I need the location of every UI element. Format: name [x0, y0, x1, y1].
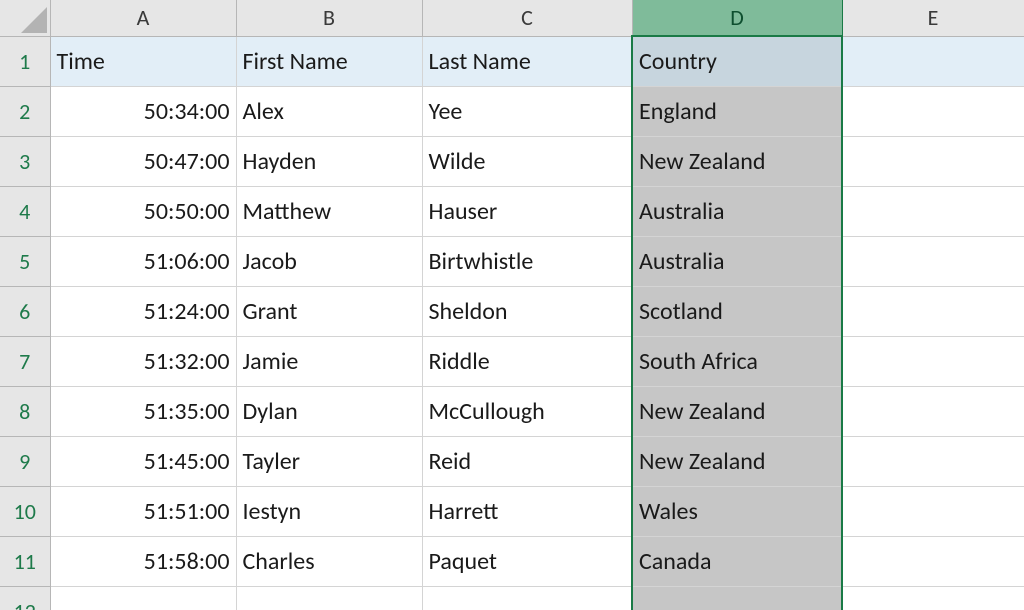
- row-header[interactable]: 12: [0, 586, 50, 610]
- cell-B8[interactable]: Dylan: [236, 386, 422, 436]
- cell-D9[interactable]: New Zealand: [632, 436, 842, 486]
- cell-B11[interactable]: Charles: [236, 536, 422, 586]
- select-all-corner[interactable]: [0, 0, 50, 36]
- cell-C11[interactable]: Paquet: [422, 536, 632, 586]
- cell-A8[interactable]: 51:35:00: [50, 386, 236, 436]
- cell-B6[interactable]: Grant: [236, 286, 422, 336]
- select-all-triangle-icon: [21, 7, 47, 33]
- row-header[interactable]: 4: [0, 186, 50, 236]
- cell-B12[interactable]: [236, 586, 422, 610]
- grid-body: 1 Time First Name Last Name Country 2 50…: [0, 36, 1024, 610]
- cell-D11[interactable]: Canada: [632, 536, 842, 586]
- cell-A7[interactable]: 51:32:00: [50, 336, 236, 386]
- cell-D4[interactable]: Australia: [632, 186, 842, 236]
- cell-E3[interactable]: [842, 136, 1024, 186]
- row-header[interactable]: 8: [0, 386, 50, 436]
- cell-A11[interactable]: 51:58:00: [50, 536, 236, 586]
- cell-E4[interactable]: [842, 186, 1024, 236]
- row-header[interactable]: 5: [0, 236, 50, 286]
- row-header[interactable]: 6: [0, 286, 50, 336]
- cell-B7[interactable]: Jamie: [236, 336, 422, 386]
- cell-C4[interactable]: Hauser: [422, 186, 632, 236]
- cell-E10[interactable]: [842, 486, 1024, 536]
- cell-C9[interactable]: Reid: [422, 436, 632, 486]
- cell-C1[interactable]: Last Name: [422, 36, 632, 86]
- cell-A5[interactable]: 51:06:00: [50, 236, 236, 286]
- cell-B1[interactable]: First Name: [236, 36, 422, 86]
- row-header[interactable]: 1: [0, 36, 50, 86]
- column-header-E[interactable]: E: [842, 0, 1024, 36]
- cell-D7[interactable]: South Africa: [632, 336, 842, 386]
- cell-A2[interactable]: 50:34:00: [50, 86, 236, 136]
- column-header-C[interactable]: C: [422, 0, 632, 36]
- cell-A4[interactable]: 50:50:00: [50, 186, 236, 236]
- cell-A9[interactable]: 51:45:00: [50, 436, 236, 486]
- cell-D8[interactable]: New Zealand: [632, 386, 842, 436]
- cell-A10[interactable]: 51:51:00: [50, 486, 236, 536]
- cell-D10[interactable]: Wales: [632, 486, 842, 536]
- cell-E12[interactable]: [842, 586, 1024, 610]
- cell-D6[interactable]: Scotland: [632, 286, 842, 336]
- cell-D12[interactable]: [632, 586, 842, 610]
- cell-E1[interactable]: [842, 36, 1024, 86]
- cell-C7[interactable]: Riddle: [422, 336, 632, 386]
- cell-C3[interactable]: Wilde: [422, 136, 632, 186]
- cell-C6[interactable]: Sheldon: [422, 286, 632, 336]
- row-header[interactable]: 9: [0, 436, 50, 486]
- row-header[interactable]: 11: [0, 536, 50, 586]
- cell-B5[interactable]: Jacob: [236, 236, 422, 286]
- column-header-D[interactable]: D: [632, 0, 842, 36]
- cell-C8[interactable]: McCullough: [422, 386, 632, 436]
- row-header[interactable]: 10: [0, 486, 50, 536]
- cell-B3[interactable]: Hayden: [236, 136, 422, 186]
- cell-D3[interactable]: New Zealand: [632, 136, 842, 186]
- cell-D1[interactable]: Country: [632, 36, 842, 86]
- cell-E6[interactable]: [842, 286, 1024, 336]
- cell-B9[interactable]: Tayler: [236, 436, 422, 486]
- row-header[interactable]: 3: [0, 136, 50, 186]
- cell-E9[interactable]: [842, 436, 1024, 486]
- cell-A12[interactable]: [50, 586, 236, 610]
- cell-A3[interactable]: 50:47:00: [50, 136, 236, 186]
- cell-E2[interactable]: [842, 86, 1024, 136]
- cell-E11[interactable]: [842, 536, 1024, 586]
- cell-C5[interactable]: Birtwhistle: [422, 236, 632, 286]
- cell-B2[interactable]: Alex: [236, 86, 422, 136]
- cell-C10[interactable]: Harrett: [422, 486, 632, 536]
- cell-E8[interactable]: [842, 386, 1024, 436]
- row-header[interactable]: 2: [0, 86, 50, 136]
- cell-E7[interactable]: [842, 336, 1024, 386]
- cell-C12[interactable]: [422, 586, 632, 610]
- cell-D5[interactable]: Australia: [632, 236, 842, 286]
- cell-C2[interactable]: Yee: [422, 86, 632, 136]
- cell-B10[interactable]: Iestyn: [236, 486, 422, 536]
- cell-A1[interactable]: Time: [50, 36, 236, 86]
- row-header[interactable]: 7: [0, 336, 50, 386]
- column-header-A[interactable]: A: [50, 0, 236, 36]
- cell-B4[interactable]: Matthew: [236, 186, 422, 236]
- cell-D2[interactable]: England: [632, 86, 842, 136]
- spreadsheet-viewport[interactable]: A B C D E 1 Time First Name Last Name Co…: [0, 0, 1024, 610]
- column-header-B[interactable]: B: [236, 0, 422, 36]
- spreadsheet-grid[interactable]: A B C D E 1 Time First Name Last Name Co…: [0, 0, 1024, 610]
- cell-E5[interactable]: [842, 236, 1024, 286]
- cell-A6[interactable]: 51:24:00: [50, 286, 236, 336]
